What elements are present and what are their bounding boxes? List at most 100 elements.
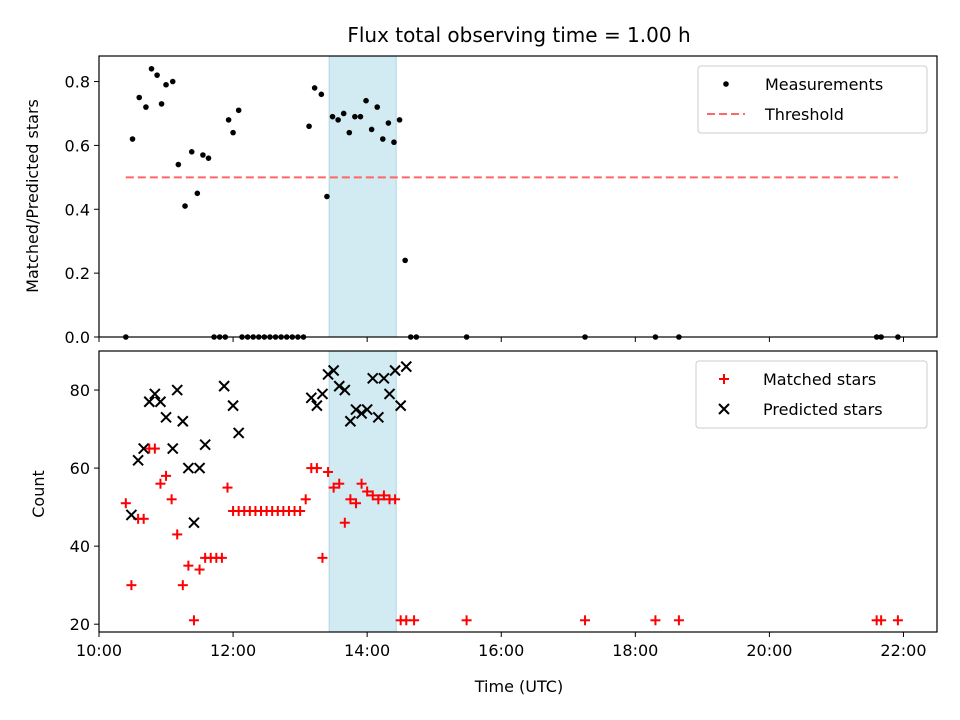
y-tick-label: 0.2 — [65, 264, 90, 283]
matched-star-point — [345, 494, 356, 505]
bottom-y-axis-label: Count — [29, 470, 48, 518]
matched-star-point — [362, 486, 373, 497]
y-tick-label: 40 — [70, 537, 90, 556]
predicted-star-point — [227, 399, 239, 412]
predicted-star-point — [383, 388, 396, 400]
measurement-point — [306, 123, 312, 130]
predicted-star-point — [199, 438, 211, 451]
measurement-point — [363, 97, 369, 104]
matched-star-point — [222, 482, 233, 493]
matched-star-point — [216, 552, 227, 563]
matched-star-point — [138, 513, 149, 524]
predicted-star-point — [361, 403, 373, 416]
y-tick-label: 0.4 — [65, 200, 90, 219]
matched-star-point — [378, 490, 389, 501]
y-tick-label: 60 — [70, 459, 90, 478]
predicted-star-point — [394, 399, 407, 412]
predicted-star-point — [400, 360, 412, 373]
measurement-point — [335, 117, 341, 123]
legend-box — [697, 65, 928, 134]
matched-star-point — [409, 615, 420, 626]
predicted-star-point — [154, 396, 167, 408]
legend-marker-matched — [719, 374, 729, 384]
measurement-point — [194, 190, 201, 197]
legend-label: Threshold — [764, 105, 844, 124]
matched-star-point — [367, 490, 378, 501]
matched-star-point — [673, 615, 684, 626]
predicted-star-point — [327, 364, 340, 377]
matched-star-point — [177, 580, 188, 591]
legend: Matched stars Predicted stars — [695, 360, 928, 429]
matched-star-point — [295, 506, 306, 517]
measurement-point — [158, 101, 165, 107]
predicted-star-point — [372, 411, 385, 424]
matched-star-point — [317, 552, 328, 563]
predicted-star-point — [316, 388, 329, 400]
predicted-star-point — [333, 380, 345, 392]
matched-star-point — [876, 615, 887, 626]
matched-star-point — [323, 466, 334, 477]
top-panel: 0.0 0.2 0.4 0.6 0.8 Measurements Threshold — [65, 55, 938, 347]
measurement-point — [352, 113, 358, 120]
measurement-point — [205, 155, 212, 161]
x-tick-label: 16:00 — [478, 641, 524, 660]
predicted-star-point — [339, 384, 351, 396]
matched-star-point — [328, 482, 339, 493]
matched-star-point — [650, 615, 661, 626]
predicted-star-point — [322, 368, 334, 381]
bottom-panel: 10:00 12:00 14:00 16:00 18:00 20:00 22:00 20 40 6… — [70, 350, 938, 660]
x-axis-label: Time (UTC) — [474, 677, 563, 696]
predicted-star-point — [160, 411, 172, 424]
legend-marker-measurements — [723, 81, 729, 87]
matched-star-point — [120, 498, 131, 509]
chart-title: Flux total observing time = 1.00 h — [347, 23, 690, 47]
measurement-point — [175, 161, 182, 168]
measurement-point — [311, 85, 318, 91]
predicted-star-point — [167, 442, 179, 455]
measurement-point — [380, 136, 386, 142]
measurement-point — [230, 129, 236, 136]
predicted-star-point — [344, 415, 357, 427]
measurement-point — [346, 129, 353, 136]
matched-star-point — [126, 580, 137, 591]
x-tick-label: 10:00 — [76, 641, 122, 660]
matched-star-point — [172, 529, 183, 540]
measurement-point — [136, 94, 143, 101]
predicted-star-point — [232, 427, 245, 439]
legend-label: Predicted stars — [763, 400, 883, 419]
measurement-point — [235, 107, 242, 114]
matched-star-point — [161, 470, 172, 481]
x-tick-label: 12:00 — [210, 641, 256, 660]
y-tick-label: 20 — [70, 615, 90, 634]
measurement-point — [154, 72, 160, 78]
predicted-star-point — [367, 372, 379, 385]
matched-star-point — [373, 494, 384, 505]
matched-star-point — [334, 478, 345, 489]
measurement-point — [129, 136, 136, 142]
measurement-point — [182, 203, 188, 209]
matched-star-point — [892, 615, 903, 626]
axes-frame — [98, 55, 938, 338]
axes-frame — [98, 350, 938, 633]
legend-label: Measurements — [765, 75, 883, 94]
matched-star-point — [149, 443, 160, 454]
predicted-star-point — [389, 364, 401, 377]
matched-star-point — [188, 615, 199, 626]
matched-star-point — [339, 517, 350, 528]
matched-star-point — [580, 615, 591, 626]
measurement-point — [225, 117, 232, 123]
y-tick-label: 0.0 — [65, 328, 90, 347]
predicted-star-point — [149, 388, 161, 400]
x-tick-label: 18:00 — [612, 641, 658, 660]
measurement-point — [324, 193, 330, 200]
predicted-star-point — [143, 396, 155, 408]
measurement-point — [396, 117, 403, 123]
predicted-star-point — [182, 462, 195, 474]
measurement-point — [385, 120, 392, 126]
legend-box — [695, 360, 928, 429]
predicted-star-point — [355, 407, 368, 420]
y-tick-label: 0.6 — [65, 136, 90, 155]
measurement-point — [143, 104, 149, 110]
measurement-point — [402, 257, 408, 264]
